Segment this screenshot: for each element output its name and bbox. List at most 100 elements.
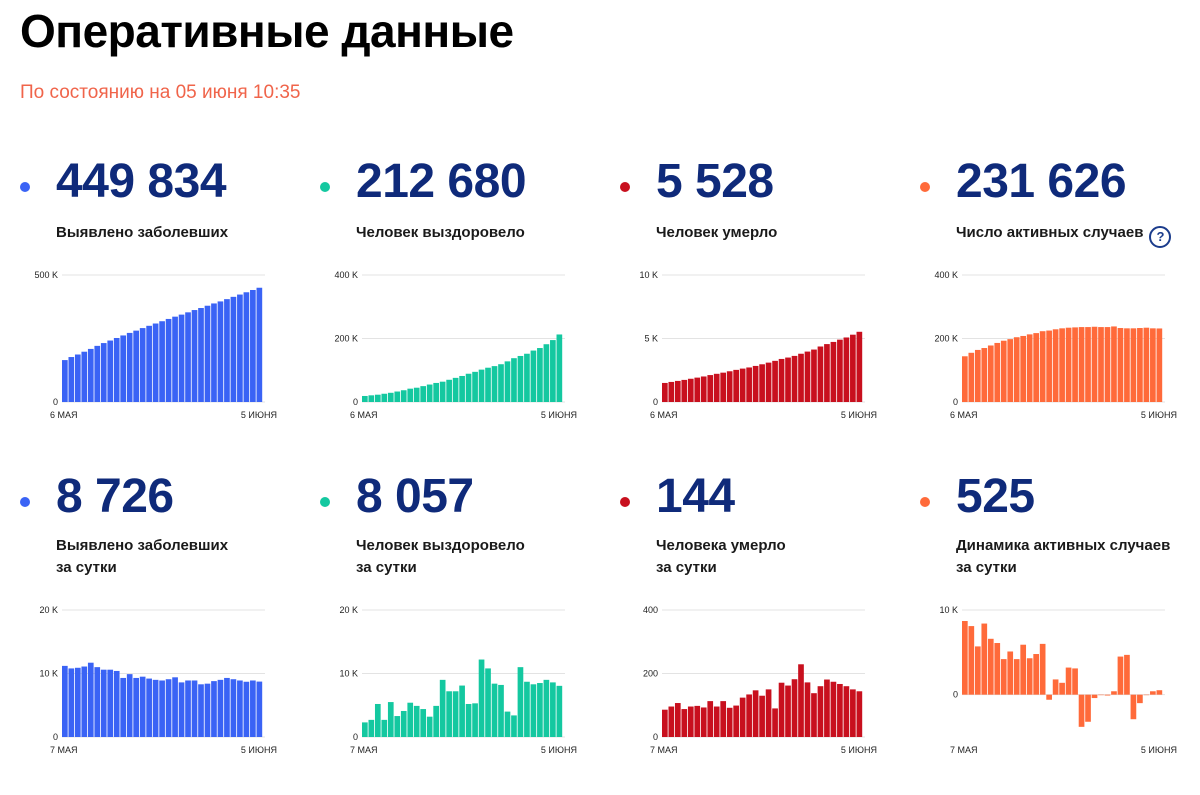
bar — [426, 716, 433, 737]
bar — [681, 379, 688, 402]
stat-card-active-daily: 525 Динамика активных случаев за сутки 0… — [920, 465, 1200, 795]
bar-chart: 0 200 K 400 K 6 МАЯ 5 ИЮНЯ — [934, 270, 1177, 420]
bar — [530, 350, 537, 402]
bar — [362, 722, 368, 737]
bar — [1039, 643, 1046, 695]
stat-label-line2: за сутки — [656, 559, 717, 576]
x-start-label: 7 МАЯ — [950, 745, 978, 755]
bar — [968, 352, 975, 402]
bar — [250, 289, 256, 402]
y-tick-label: 0 — [953, 690, 958, 700]
y-tick-label: 5 K — [644, 334, 658, 344]
bar — [681, 709, 688, 737]
bar — [243, 292, 250, 402]
bar — [759, 695, 765, 737]
bar — [433, 382, 439, 402]
stat-label: Выявлено заболевших — [56, 222, 326, 244]
bar — [452, 691, 459, 737]
bar — [1013, 659, 1020, 695]
bar — [1039, 331, 1046, 402]
stat-value: 231 626 — [956, 155, 1127, 208]
bar — [1072, 668, 1078, 695]
bar — [511, 358, 517, 402]
stat-card-recovered-total: 212 680 Человек выздоровело 0 200 K 400 K 6… — [320, 150, 620, 480]
bar — [191, 310, 198, 402]
bar — [700, 707, 707, 737]
series-dot — [620, 182, 630, 192]
bar — [1013, 337, 1020, 402]
bar — [152, 323, 159, 402]
bar — [772, 360, 778, 402]
x-start-label: 6 МАЯ — [350, 410, 378, 420]
stat-value: 212 680 — [356, 155, 527, 208]
bar — [68, 357, 75, 402]
stat-card-cases-total: 449 834 Выявлено заболевших 0 500 K 6 МАЯ 5… — [20, 150, 320, 480]
stat-value: 525 — [956, 470, 1035, 523]
y-tick-label: 0 — [353, 397, 358, 407]
y-tick-label: 500 K — [34, 270, 58, 280]
x-end-label: 5 ИЮНЯ — [1141, 410, 1177, 420]
y-tick-label: 200 K — [934, 334, 958, 344]
bar — [550, 682, 556, 737]
bar — [811, 349, 817, 402]
bar — [733, 705, 739, 737]
stat-value: 8 726 — [56, 470, 174, 523]
stat-card-deaths-daily: 144 Человека умерло за сутки 0 200 400 7 МА… — [620, 465, 920, 795]
bar-chart: 0 10 K 7 МАЯ 5 ИЮНЯ — [939, 605, 1177, 755]
stat-card-cases-daily: 8 726 Выявлено заболевших за сутки 0 10 K… — [20, 465, 320, 795]
bar — [668, 706, 675, 737]
bar — [498, 684, 504, 737]
bar — [700, 376, 707, 402]
bar — [1156, 328, 1163, 402]
y-tick-label: 400 K — [334, 270, 358, 280]
bar — [713, 706, 720, 737]
stat-label-line2: за сутки — [356, 559, 417, 576]
bar — [1098, 327, 1104, 402]
y-tick-label: 0 — [953, 397, 958, 407]
bar — [243, 681, 250, 737]
x-end-label: 5 ИЮНЯ — [1141, 745, 1177, 755]
bar — [400, 710, 407, 737]
bar — [491, 683, 498, 737]
x-start-label: 7 МАЯ — [650, 745, 678, 755]
bar — [962, 356, 968, 402]
bar — [224, 299, 230, 402]
bar — [824, 344, 830, 402]
bar-chart: 0 5 K 10 K 6 МАЯ 5 ИЮНЯ — [639, 270, 877, 420]
bar — [550, 340, 556, 402]
bar — [374, 394, 381, 402]
bar — [120, 335, 127, 402]
bar — [817, 346, 824, 402]
bar — [368, 719, 375, 737]
bar — [785, 357, 791, 402]
bar — [139, 676, 146, 737]
bar — [856, 691, 863, 737]
bar — [1072, 327, 1078, 402]
bar — [237, 680, 243, 737]
bar — [830, 681, 837, 737]
bar — [94, 345, 101, 402]
bar — [778, 358, 785, 402]
x-start-label: 7 МАЯ — [50, 745, 78, 755]
bar — [830, 341, 837, 402]
bar — [459, 375, 465, 402]
bar — [791, 355, 798, 402]
help-icon[interactable]: ? — [1149, 226, 1172, 248]
bar — [974, 646, 981, 695]
bar — [537, 683, 543, 737]
bar — [100, 669, 107, 737]
bar — [1124, 654, 1130, 695]
bar — [198, 684, 204, 737]
bar — [962, 621, 968, 695]
bar — [765, 362, 772, 402]
bar — [1150, 328, 1156, 402]
bar — [62, 360, 68, 402]
bar — [81, 666, 88, 737]
bar — [1085, 694, 1091, 722]
bar — [185, 312, 191, 402]
bar — [733, 369, 739, 402]
bar — [1104, 327, 1111, 402]
y-tick-label: 20 K — [339, 605, 358, 615]
bar — [250, 680, 256, 737]
bar — [439, 381, 446, 402]
